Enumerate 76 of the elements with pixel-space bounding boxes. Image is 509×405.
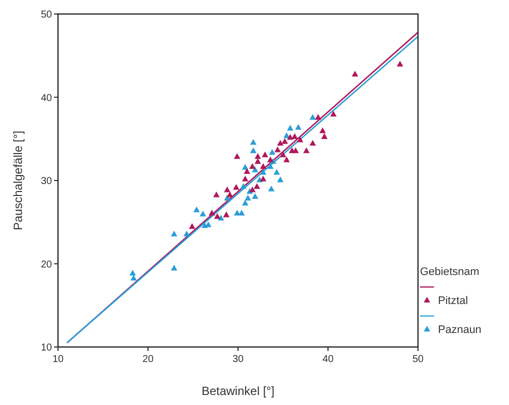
x-tick-label: 40 xyxy=(322,354,334,365)
point xyxy=(254,153,261,159)
point xyxy=(240,183,247,189)
point xyxy=(321,133,328,139)
point xyxy=(200,210,206,216)
point xyxy=(208,210,216,216)
point xyxy=(310,114,316,120)
point xyxy=(238,210,245,216)
point xyxy=(249,163,256,169)
point xyxy=(277,140,284,146)
point xyxy=(254,158,261,164)
point xyxy=(226,191,234,198)
point xyxy=(130,270,136,276)
point xyxy=(254,183,260,189)
point xyxy=(274,168,280,175)
point xyxy=(277,176,284,182)
point xyxy=(214,213,220,219)
point xyxy=(242,176,248,182)
point xyxy=(269,148,276,155)
x-tick-label: 10 xyxy=(52,354,64,365)
point xyxy=(267,156,274,162)
point xyxy=(319,127,326,134)
point xyxy=(260,176,266,182)
point xyxy=(282,138,288,144)
y-tick-label: 40 xyxy=(40,92,52,104)
point xyxy=(396,60,404,67)
point xyxy=(260,163,266,169)
point xyxy=(224,186,230,192)
legend-title: Gebietsnam xyxy=(420,266,480,278)
y-tick-label: 30 xyxy=(40,176,52,187)
point xyxy=(213,191,220,198)
point xyxy=(224,194,230,201)
point xyxy=(330,110,337,116)
point xyxy=(296,136,304,142)
point xyxy=(170,230,178,236)
point xyxy=(267,163,274,169)
point xyxy=(244,194,252,201)
point xyxy=(242,200,248,206)
y-axis-title: Pauschalgefälle [°] xyxy=(11,130,25,230)
point xyxy=(268,186,274,192)
point xyxy=(287,124,294,131)
point xyxy=(170,264,178,270)
point xyxy=(292,133,298,139)
point xyxy=(287,134,294,140)
point xyxy=(250,139,256,145)
point xyxy=(303,147,310,154)
x-axis-title: Betawinkel [°] xyxy=(202,384,274,398)
point xyxy=(314,114,322,120)
point xyxy=(223,211,230,218)
point xyxy=(288,147,296,154)
point xyxy=(249,186,256,192)
point xyxy=(130,274,137,280)
x-tick-label: 30 xyxy=(232,354,244,365)
legend-label: Paznaun xyxy=(438,324,482,336)
point xyxy=(260,168,266,175)
point xyxy=(310,140,316,146)
y-tick-label: 50 xyxy=(40,10,52,20)
point xyxy=(233,184,240,190)
point xyxy=(184,230,190,236)
point xyxy=(274,146,281,152)
point xyxy=(244,168,250,174)
legend-label: Pitztal xyxy=(438,295,468,307)
point xyxy=(234,153,240,159)
point xyxy=(352,70,358,76)
y-tick-label: 10 xyxy=(40,342,52,354)
point xyxy=(188,223,196,229)
point xyxy=(193,206,200,212)
point xyxy=(295,124,302,130)
point xyxy=(250,147,256,154)
point xyxy=(252,193,258,199)
x-tick-label: 20 xyxy=(142,354,154,365)
point xyxy=(280,151,286,158)
point xyxy=(262,151,268,158)
x-tick-label: 50 xyxy=(412,354,424,365)
point xyxy=(283,156,290,162)
y-tick-label: 20 xyxy=(40,259,52,270)
